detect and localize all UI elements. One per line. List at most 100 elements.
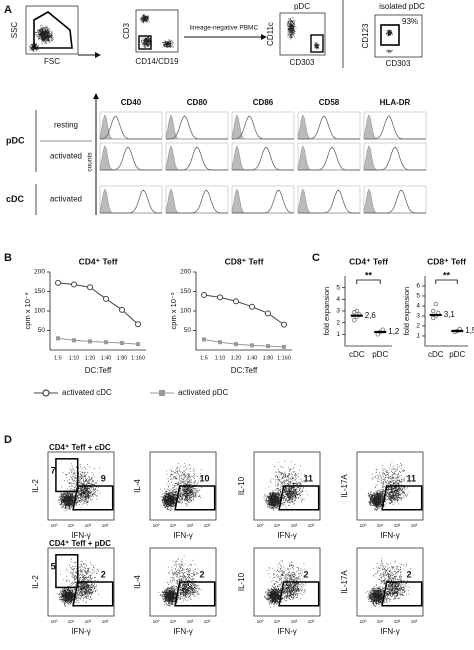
y-tick-label: 100 xyxy=(34,308,45,315)
y-tick-label: 200 xyxy=(34,269,45,276)
events xyxy=(160,463,205,512)
x-tick-label: 10¹ xyxy=(274,523,281,528)
significance-bracket xyxy=(356,279,381,284)
events xyxy=(264,560,307,608)
axis-label: CD3 xyxy=(122,22,131,39)
events xyxy=(158,555,202,607)
y-tick-label: 3 xyxy=(336,308,340,315)
point xyxy=(433,301,438,307)
plot-frame xyxy=(356,547,424,617)
events xyxy=(286,17,320,50)
y-tick-label: 2 xyxy=(416,323,420,330)
isotype xyxy=(99,188,162,214)
condition-label: resting xyxy=(54,121,78,130)
x-tick-label: 10² xyxy=(291,619,298,624)
axis-label: IFN-γ xyxy=(173,627,193,636)
events xyxy=(28,25,55,52)
group-label: pDC xyxy=(6,135,25,145)
marker-label: CD58 xyxy=(319,98,340,107)
axis-label: CD123 xyxy=(361,23,370,48)
isotype xyxy=(99,145,162,171)
axis-label: DC:Teff xyxy=(85,366,112,375)
axis-label: IFN-γ xyxy=(173,531,193,540)
plot-title: isolated pDC xyxy=(379,2,425,11)
x-tick-label: 10⁰ xyxy=(360,523,367,528)
y-tick-label: 50 xyxy=(184,327,192,334)
axes xyxy=(49,272,146,351)
axis-label: IFN-γ xyxy=(71,627,91,636)
value-label: 3,1 xyxy=(444,310,456,319)
plot-frame xyxy=(279,12,326,56)
x-tick-label: 10³ xyxy=(308,523,315,528)
plot-frame xyxy=(135,9,179,53)
y-tick-label: 1 xyxy=(416,333,420,340)
point xyxy=(234,342,238,347)
x-tick-label: 1:20 xyxy=(85,355,96,361)
axis-label: IL-17A xyxy=(340,474,349,498)
axis-label: SSC xyxy=(10,22,19,39)
x-tick-label: cDC xyxy=(349,350,365,359)
x-tick-label: 10⁰ xyxy=(153,619,160,624)
x-tick-label: 10¹ xyxy=(170,523,177,528)
y-tick-label: 50 xyxy=(38,327,46,334)
point xyxy=(103,295,109,302)
axis-label: IL-2 xyxy=(31,575,40,589)
x-tick-label: pDC xyxy=(449,350,465,359)
x-tick-label: 10² xyxy=(187,619,194,624)
panel-label: C xyxy=(312,252,320,264)
legend-label: activated cDC xyxy=(62,388,112,397)
events xyxy=(140,14,174,48)
gate xyxy=(138,35,152,50)
axis-label: fold expansion xyxy=(402,287,411,335)
gate xyxy=(381,581,423,607)
axis-label: CD303 xyxy=(290,58,315,67)
histogram xyxy=(232,189,295,214)
x-tick-label: 10³ xyxy=(102,523,109,528)
legend-marker xyxy=(42,389,50,397)
histogram xyxy=(166,189,228,214)
gate xyxy=(55,458,79,493)
point xyxy=(431,308,436,314)
axis-label: counts xyxy=(87,152,94,172)
axis-label: IFN-γ xyxy=(380,627,400,636)
x-tick-label: 1:160 xyxy=(131,355,145,361)
axis-label: CD14/CD19 xyxy=(135,57,179,66)
chart-title: CD8⁺ Teff xyxy=(225,256,264,266)
marker-label: CD80 xyxy=(187,98,208,107)
isotype xyxy=(363,145,426,171)
point xyxy=(249,303,255,310)
y-tick-label: 150 xyxy=(34,288,45,295)
marker-label: HLA-DR xyxy=(380,98,411,107)
gate-value: 5 xyxy=(51,561,56,571)
histogram xyxy=(364,115,426,140)
x-tick-label: 10¹ xyxy=(68,619,75,624)
point xyxy=(282,344,286,349)
isotype xyxy=(363,114,426,140)
point xyxy=(87,284,93,291)
axis-label: IL-4 xyxy=(133,575,142,589)
x-tick-label: 10² xyxy=(394,523,401,528)
isotype xyxy=(297,145,360,171)
axis-label: IFN-γ xyxy=(277,531,297,540)
x-tick-label: 10² xyxy=(85,619,92,624)
x-tick-label: 1:40 xyxy=(247,355,258,361)
x-tick-label: 10⁰ xyxy=(51,619,58,624)
x-tick-label: 1:5 xyxy=(200,355,208,361)
plot-title: pDC xyxy=(294,2,310,11)
series-line xyxy=(57,282,139,325)
x-tick-label: 10³ xyxy=(204,523,211,528)
significance-bracket xyxy=(435,279,458,284)
x-tick-label: 10³ xyxy=(411,619,418,624)
histogram xyxy=(298,115,360,140)
gate-value: 2 xyxy=(304,570,309,580)
x-tick-label: 10¹ xyxy=(274,619,281,624)
plot-frame xyxy=(356,451,424,521)
panel-label: A xyxy=(4,4,12,16)
y-tick-label: 200 xyxy=(180,269,191,276)
y-tick-label: 100 xyxy=(180,308,191,315)
legend-label: activated pDC xyxy=(178,388,228,397)
x-tick-label: 1:80 xyxy=(117,355,128,361)
point xyxy=(265,310,271,317)
gate-value: 11 xyxy=(407,474,417,484)
axis-label: IL-4 xyxy=(133,479,142,493)
